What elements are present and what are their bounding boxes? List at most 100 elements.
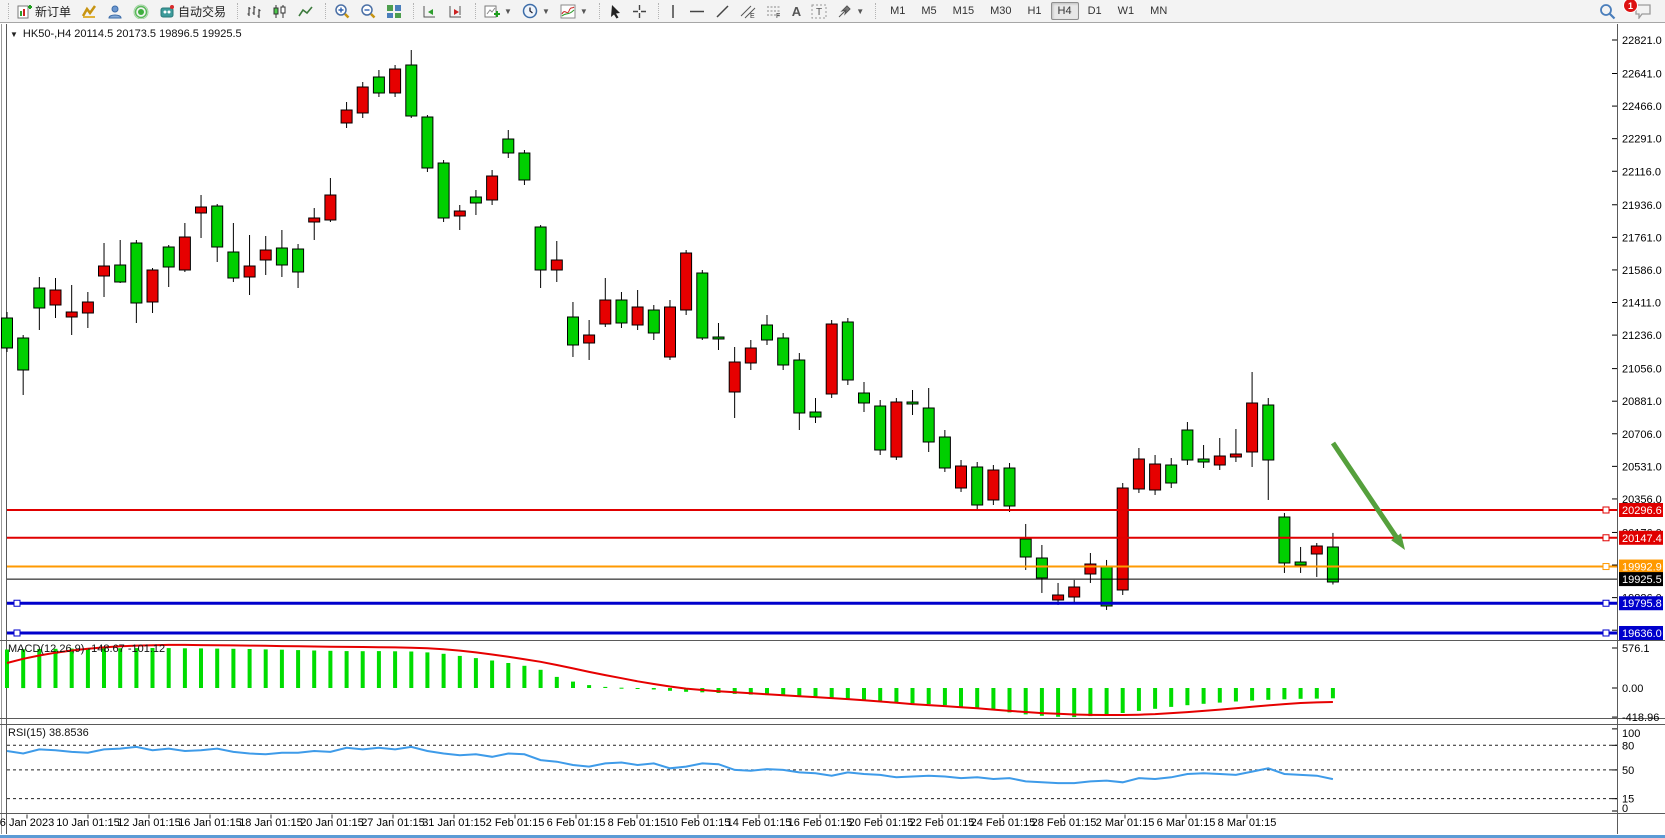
fibonacci-tool[interactable]: F [761,0,787,22]
zoom-out-icon [360,3,376,19]
auto-scroll-button[interactable] [417,0,443,22]
period-dropdown[interactable]: ▼ [517,0,555,22]
svg-text:E: E [750,13,755,19]
timeframe-button-M1[interactable]: M1 [890,5,906,17]
svg-text:10 Jan 01:15: 10 Jan 01:15 [56,817,120,829]
svg-text:2 Mar 01:15: 2 Mar 01:15 [1096,817,1155,829]
svg-text:20881.0: 20881.0 [1622,396,1662,408]
candlestick-chart-icon [272,4,288,19]
svg-text:T: T [816,7,822,18]
label-tool[interactable]: T [806,0,832,22]
svg-text:21411.0: 21411.0 [1622,298,1661,310]
zoom-out-button[interactable] [355,0,381,22]
chart-canvas[interactable]: 22821.0 22641.0 22466.0 22291.0 22116.0 21936… [0,24,1665,838]
timeframe-button-M30[interactable]: M30 [990,5,1012,17]
auto-trading-button[interactable]: 自动交易 [154,0,231,22]
chart-legend-text: HK50-,H4 20114.5 20173.5 19896.5 19925.5 [22,28,242,40]
svg-text:24 Feb 01:15: 24 Feb 01:15 [971,817,1036,829]
svg-text:27 Jan 01:15: 27 Jan 01:15 [361,817,425,829]
crosshair-button[interactable] [627,0,652,22]
label-tool-icon: T [811,4,827,19]
chevron-down-icon: ▼ [856,6,865,16]
svg-text:28 Feb 01:15: 28 Feb 01:15 [1032,817,1097,829]
timeframe-button-D1[interactable]: D1 [1087,5,1102,17]
trendline-tool[interactable] [710,0,735,22]
svg-text:16 Feb 01:15: 16 Feb 01:15 [788,817,853,829]
toolbar-grip [3,3,9,19]
svg-text:8 Mar 01:15: 8 Mar 01:15 [1218,817,1277,829]
shapes-dropdown[interactable]: ▼ [832,0,869,22]
text-tool[interactable]: A [787,0,806,22]
svg-text:18 Jan 01:15: 18 Jan 01:15 [239,817,303,829]
chevron-down-icon: ▼ [541,6,550,16]
chart-shift-button[interactable] [443,0,469,22]
cursor-button[interactable] [603,0,627,22]
chart-legend: ▼ HK50-,H4 20114.5 20173.5 19896.5 19925… [10,28,242,40]
svg-text:21936.0: 21936.0 [1622,200,1662,212]
shapes-icon [837,4,852,19]
timeframe-button-H4[interactable]: H4 [1050,2,1079,20]
line-chart-button[interactable] [293,0,319,22]
svg-text:15: 15 [1622,794,1634,806]
fibonacci-icon: F [766,4,782,19]
svg-text:19636.0: 19636.0 [1622,628,1662,640]
main-toolbar: 新订单 自动交易 ▼ ▼ ▼ E F A T ▼ M1 M5 M15 M30 H1 H4 D… [0,0,1665,23]
svg-text:50: 50 [1622,765,1634,777]
svg-text:6 Mar 01:15: 6 Mar 01:15 [1157,817,1216,829]
window-bottom-strip [0,835,1665,838]
vertical-line-icon [667,4,679,19]
svg-text:20 Jan 01:15: 20 Jan 01:15 [300,817,364,829]
svg-text:20531.0: 20531.0 [1622,461,1662,473]
macd-label: MACD(12,26,9) -148.67 -101.12 [8,643,166,655]
search-icon [1599,3,1616,20]
svg-text:22466.0: 22466.0 [1622,101,1662,113]
bar-chart-button[interactable] [241,0,267,22]
svg-text:20 Feb 01:15: 20 Feb 01:15 [849,817,914,829]
vertical-line-tool[interactable] [662,0,684,22]
zoom-in-button[interactable] [329,0,355,22]
annotation-arrow[interactable] [1330,441,1405,550]
new-chart-dropdown[interactable]: ▼ [479,0,517,22]
timeframe-button-H1[interactable]: H1 [1027,5,1042,17]
tile-windows-button[interactable] [381,0,407,22]
svg-text:22116.0: 22116.0 [1622,166,1661,178]
notifications-button[interactable]: 1 [1623,0,1657,22]
rsi-label: RSI(15) 38.8536 [8,727,89,739]
new-order-icon [17,4,32,19]
timeframe-toolbar: M1 M5 M15 M30 H1 H4 D1 W1 MN [883,2,1174,20]
svg-text:14 Feb 01:15: 14 Feb 01:15 [727,817,792,829]
horizontal-line-tool[interactable] [684,0,710,22]
channel-tool[interactable]: E [735,0,761,22]
toolbar-grip [232,3,239,19]
candlestick-chart-button[interactable] [267,0,293,22]
horizontal-line-icon [689,4,705,19]
auto-trading-icon [159,4,175,19]
charts-button[interactable] [76,0,102,22]
svg-text:20706.0: 20706.0 [1622,429,1662,441]
profile-button[interactable] [102,0,128,22]
timeframe-button-M5[interactable]: M5 [921,5,937,17]
indicators-dropdown[interactable]: ▼ [555,0,593,22]
svg-text:8 Feb 01:15: 8 Feb 01:15 [608,817,667,829]
timeframe-button-M15[interactable]: M15 [952,5,975,17]
svg-text:6 Feb 01:15: 6 Feb 01:15 [547,817,606,829]
text-tool-icon: A [791,3,802,19]
timeframe-button-MN[interactable]: MN [1150,5,1168,17]
toolbar-right-group: 1 [1594,0,1663,22]
charts-icon [81,4,97,19]
trendline-icon [715,4,730,19]
symbol-dropdown-icon[interactable]: ▼ [10,29,18,39]
svg-text:80: 80 [1622,740,1634,752]
cursor-icon [608,4,622,19]
chart-window[interactable]: 22821.0 22641.0 22466.0 22291.0 22116.0 21936… [0,24,1665,838]
pane-borders [0,24,1665,834]
zoom-in-icon [334,3,350,19]
timeframe-button-W1[interactable]: W1 [1117,5,1135,17]
search-button[interactable] [1594,0,1621,22]
svg-text:22291.0: 22291.0 [1622,134,1662,146]
new-order-button[interactable]: 新订单 [12,0,76,22]
signals-button[interactable] [128,0,154,22]
svg-text:22641.0: 22641.0 [1622,69,1662,81]
